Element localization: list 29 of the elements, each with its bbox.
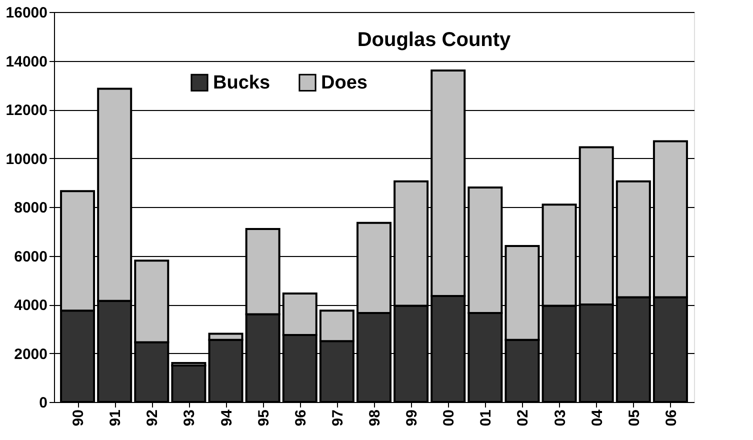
legend-label: Does [321,72,368,94]
x-tick-label: 06 [662,410,680,426]
y-tick-label: 0 [39,394,48,412]
y-tick-label: 6000 [14,248,48,266]
y-tick-label: 8000 [14,200,48,216]
x-tick-label: 97 [329,410,346,426]
text: Douglas County [357,29,512,51]
y-tick-label: 12000 [6,102,48,119]
x-tick-label: 03 [552,410,569,426]
legend-label: Bucks [213,72,270,94]
x-tick-label: 01 [478,410,495,426]
y-tick-label: 16000 [6,4,48,22]
y-tick-label: 2000 [14,346,48,363]
x-tick-label: 04 [588,408,606,426]
x-tick-label: 02 [514,410,532,426]
x-tick-label: 91 [107,410,124,426]
x-tick-label: 99 [404,410,421,426]
x-tick-label: 98 [366,410,384,426]
y-tick-label: 4000 [14,297,48,314]
y-tick-label: 10000 [6,150,48,168]
x-tick-label: 92 [144,410,162,426]
x-tick-label: 90 [70,410,88,426]
x-tick-label: 05 [626,410,643,426]
x-tick-label: 94 [218,408,236,426]
x-tick-label: 00 [440,410,458,426]
x-tick-label: 96 [292,410,310,426]
x-tick-label: 93 [181,410,198,426]
x-tick-label: 95 [255,410,272,426]
y-tick-label: 14000 [6,53,48,70]
